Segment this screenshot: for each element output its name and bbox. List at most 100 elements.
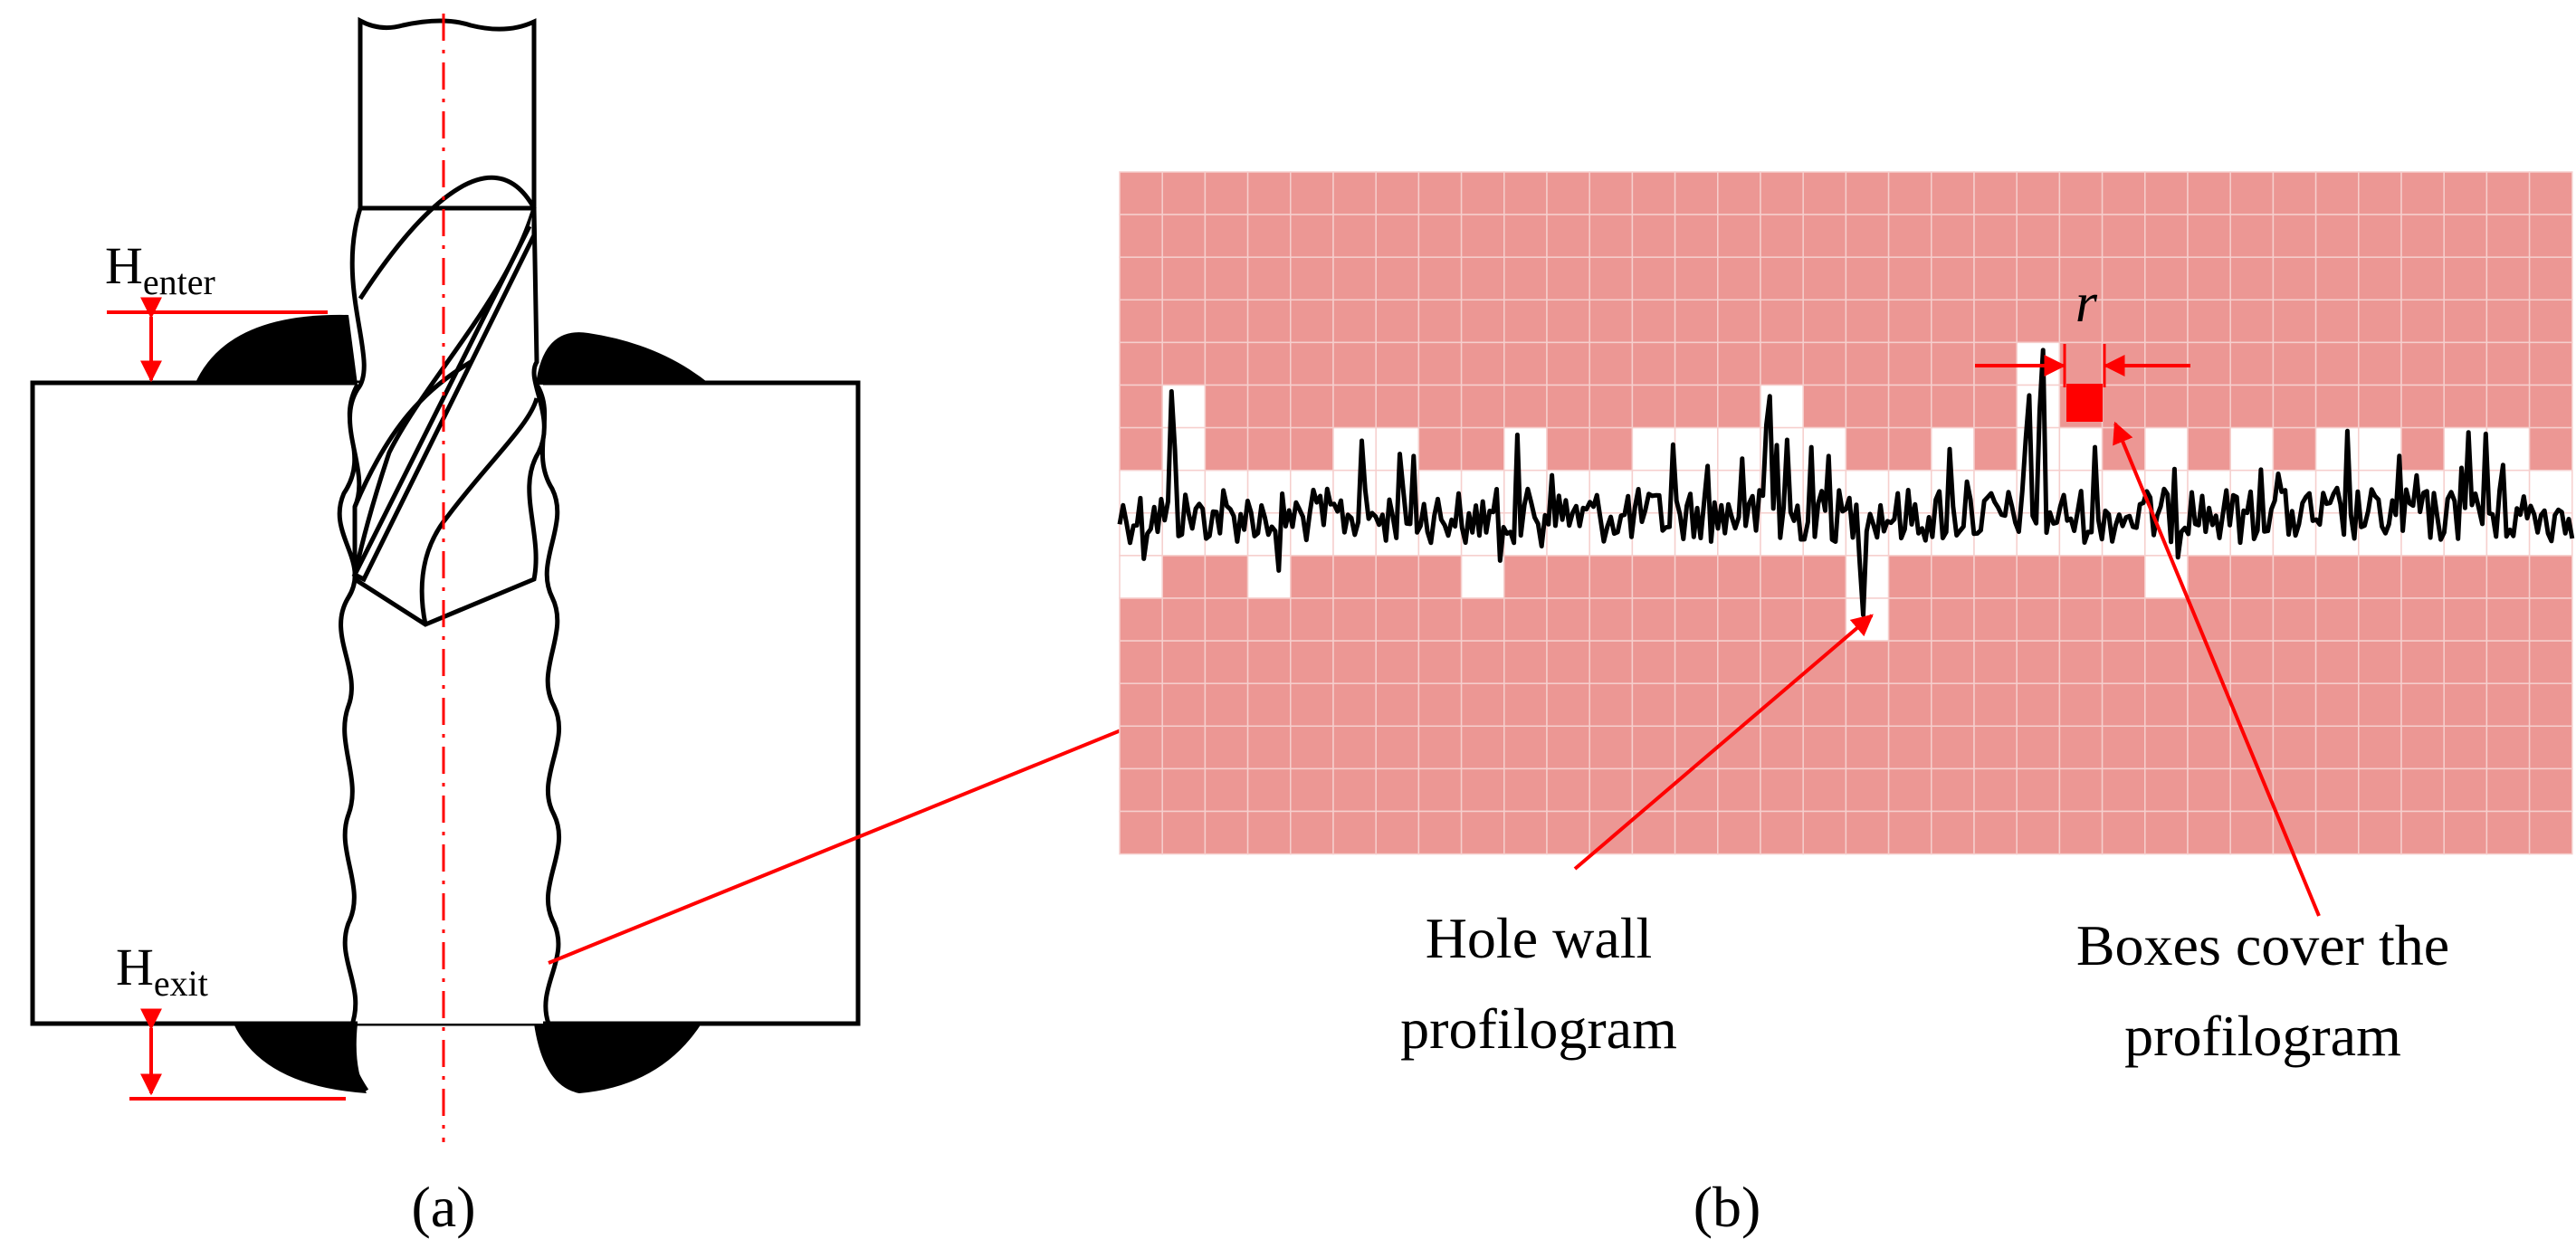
- grid-box: [2144, 725, 2189, 770]
- grid-box: [2229, 597, 2275, 642]
- grid-box: [1674, 640, 1719, 684]
- grid-box: [2314, 171, 2360, 215]
- grid-box: [1631, 597, 1676, 642]
- grid-box: [1887, 384, 1932, 429]
- grid-box-covering-profile: [1332, 426, 1377, 472]
- grid-box: [1332, 725, 1377, 770]
- grid-box: [1717, 767, 1761, 813]
- callout-wall-line1: Hole wall: [1426, 906, 1653, 970]
- grid-box: [1119, 256, 1163, 301]
- grid-box: [1246, 426, 1292, 472]
- grid-box: [2187, 299, 2231, 344]
- grid-box: [2058, 810, 2104, 855]
- grid-box: [1460, 810, 1505, 855]
- grid-box: [1631, 341, 1676, 386]
- grid-box: [1332, 171, 1377, 215]
- grid-box: [2144, 384, 2189, 429]
- grid-box: [1717, 682, 1761, 728]
- grid-box: [2229, 640, 2275, 684]
- grid-box: [1760, 767, 1804, 813]
- grid-box: [1631, 214, 1676, 258]
- grid-box: [2358, 171, 2402, 215]
- grid-box: [2144, 341, 2189, 386]
- grid-box: [1845, 767, 1890, 813]
- grid-box-covering-profile: [1460, 555, 1505, 599]
- grid-box: [2358, 256, 2402, 301]
- grid-box: [1546, 810, 1590, 855]
- grid-box: [1589, 256, 1634, 301]
- grid-box: [1845, 171, 1890, 215]
- grid-box: [2314, 725, 2360, 770]
- panel-b: r Hole wall profilogram Boxes cover the …: [1117, 171, 2575, 1239]
- grid-box: [1631, 640, 1676, 684]
- grid-box: [1845, 725, 1890, 770]
- grid-box: [2443, 299, 2488, 344]
- grid-box: [1204, 299, 1249, 344]
- grid-box: [2187, 555, 2231, 599]
- grid-box: [2443, 256, 2488, 301]
- hole-wall-left: [337, 383, 369, 1092]
- grid-box: [1674, 682, 1719, 728]
- grid-box: [1760, 555, 1804, 599]
- grid-box: [2058, 640, 2104, 684]
- grid-box: [1973, 767, 2018, 813]
- grid-box: [1546, 299, 1590, 344]
- grid-box: [1845, 640, 1890, 684]
- grid-box: [1845, 426, 1890, 472]
- grid-box: [1589, 426, 1634, 472]
- grid-box: [2443, 682, 2488, 728]
- grid-box: [1546, 597, 1590, 642]
- grid-box: [2229, 810, 2275, 855]
- grid-box: [1332, 810, 1377, 855]
- grid-box: [1204, 171, 1249, 215]
- grid-box: [1290, 640, 1334, 684]
- grid-box: [2400, 767, 2445, 813]
- grid-box: [2272, 597, 2317, 642]
- grid-box: [1802, 597, 1847, 642]
- drill-flute-2: [351, 208, 537, 583]
- grid-box: [2101, 299, 2146, 344]
- grid-box: [2058, 767, 2104, 813]
- grid-box: [1332, 767, 1377, 813]
- grid-box: [1973, 597, 2018, 642]
- grid-box: [1290, 214, 1334, 258]
- grid-box: [1161, 214, 1207, 258]
- grid-box: [1973, 640, 2018, 684]
- grid-box: [2485, 256, 2531, 301]
- grid-box: [1845, 299, 1890, 344]
- grid-box: [1161, 299, 1207, 344]
- grid-box: [1246, 810, 1292, 855]
- grid-box: [1460, 426, 1505, 472]
- grid-box: [2485, 767, 2531, 813]
- grid-box: [1119, 767, 1163, 813]
- grid-box: [1631, 256, 1676, 301]
- grid-box: [1760, 341, 1804, 386]
- grid-box: [2358, 725, 2402, 770]
- grid-box: [1546, 767, 1590, 813]
- grid-box: [1589, 214, 1634, 258]
- grid-box: [2187, 341, 2231, 386]
- grid-box: [2528, 597, 2573, 642]
- grid-box: [1119, 299, 1163, 344]
- grid-box: [1802, 341, 1847, 386]
- grid-box: [1161, 767, 1207, 813]
- grid-box: [2101, 597, 2146, 642]
- grid-box: [1246, 299, 1292, 344]
- grid-box: [1332, 597, 1377, 642]
- grid-box: [1161, 341, 1207, 386]
- grid-box: [2016, 299, 2061, 344]
- grid-box: [1290, 810, 1334, 855]
- grid-box: [1503, 682, 1548, 728]
- grid-box: [2229, 555, 2275, 599]
- grid-box: [2400, 299, 2445, 344]
- grid-box: [1503, 384, 1548, 429]
- grid-box: [2229, 384, 2275, 429]
- grid-box: [1417, 384, 1463, 429]
- grid-box: [1802, 384, 1847, 429]
- grid-box: [1119, 725, 1163, 770]
- grid-box: [1931, 256, 1975, 301]
- grid-box: [2101, 682, 2146, 728]
- grid-box: [2101, 426, 2146, 472]
- grid-box: [1503, 597, 1548, 642]
